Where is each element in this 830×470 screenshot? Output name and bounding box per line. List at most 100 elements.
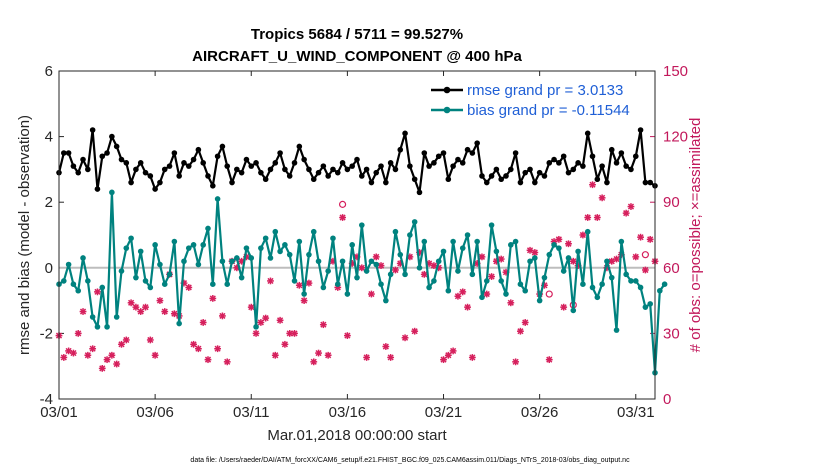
y-tick-label: -2 [40, 325, 53, 342]
obs-assimilated-point [478, 253, 486, 261]
obs-assimilated-point [79, 308, 87, 315]
bias-point [546, 251, 553, 258]
bias-point [407, 232, 413, 238]
y-tick-label: 2 [45, 194, 53, 211]
obs-assimilated-point [613, 255, 620, 263]
bias-point [359, 222, 365, 228]
obs-assimilated-point [74, 330, 82, 337]
rmse-point [195, 146, 202, 153]
rmse-point [503, 173, 509, 179]
obs-assimilated-point [281, 340, 289, 348]
rmse-point [397, 146, 404, 153]
obs-assimilated-point [194, 345, 202, 353]
bias-point [282, 242, 288, 248]
bias-point [512, 238, 519, 245]
bias-point [483, 278, 490, 284]
y2-tick-label: 0 [663, 391, 671, 408]
y-tick-label: 0 [45, 260, 53, 277]
obs-assimilated-point [593, 214, 601, 221]
x-tick-label: 03/26 [521, 404, 559, 421]
rmse-point [618, 150, 625, 156]
rmse-point [383, 179, 389, 186]
rmse-point [89, 127, 96, 133]
obs-assimilated-point [319, 321, 327, 329]
rmse-point [65, 150, 72, 156]
x-tick-label: 03/31 [617, 404, 655, 421]
rmse-point [556, 160, 562, 166]
bias-point [565, 255, 572, 261]
bias-point [325, 268, 331, 274]
rmse-point [325, 173, 331, 179]
bias-point [618, 238, 625, 245]
rmse-point [560, 153, 567, 160]
obs-assimilated-point [440, 356, 447, 364]
rmse-point [190, 156, 197, 163]
obs-assimilated-point [146, 336, 154, 344]
bias-point [85, 278, 91, 284]
bias-point [517, 281, 524, 288]
bias-point [435, 258, 442, 265]
obs-assimilated-point [185, 284, 193, 291]
bias-point [253, 324, 259, 330]
bias-point [185, 245, 192, 251]
rmse-point [402, 130, 408, 137]
rmse-point [80, 156, 86, 163]
rmse-point [608, 146, 615, 153]
bias-point [291, 278, 298, 284]
rmse-point [234, 166, 240, 173]
rmse-point [411, 176, 418, 183]
rmse-point [99, 153, 106, 160]
obs-assimilated-point [339, 214, 346, 221]
rmse-point [407, 163, 413, 169]
rmse-point [176, 173, 182, 179]
legend-bias-label: bias grand pr = -0.11544 [467, 102, 630, 119]
obs-assimilated-point [468, 354, 476, 361]
obs-assimilated-point [372, 253, 380, 261]
rmse-series [56, 127, 658, 196]
bias-point [258, 245, 264, 251]
obs-assimilated-point [103, 356, 111, 364]
rmse-point [171, 150, 178, 156]
bias-point [575, 248, 581, 255]
bias-point [320, 284, 327, 291]
rmse-point [185, 163, 192, 169]
obs-assimilated-point [199, 319, 207, 326]
bias-point [229, 258, 235, 265]
obs-assimilated-point [444, 351, 452, 359]
obs-assimilated-point [598, 194, 606, 202]
bias-point [296, 238, 303, 245]
rmse-point [123, 160, 130, 166]
rmse-point [248, 163, 255, 169]
obs-assimilated-point [190, 340, 197, 348]
bias-point [152, 242, 158, 248]
rmse-point [431, 160, 437, 166]
bias-point [99, 284, 106, 291]
rmse-point [527, 166, 533, 173]
bias-point [632, 278, 639, 284]
obs-assimilated-point [584, 214, 592, 221]
bias-point [123, 245, 130, 251]
rmse-point [258, 169, 264, 176]
rmse-point [508, 166, 514, 173]
obs-possible-point [545, 290, 553, 298]
obs-assimilated-point [512, 358, 520, 366]
obs-assimilated-point [113, 360, 121, 368]
bias-point [368, 258, 375, 265]
rmse-point [455, 156, 461, 163]
rmse-point [243, 156, 250, 163]
rmse-point [267, 166, 274, 173]
obs-assimilated-point [411, 327, 419, 335]
rmse-point [104, 150, 110, 156]
rmse-point [137, 160, 144, 166]
rmse-point [613, 160, 620, 166]
bias-point [642, 304, 649, 310]
bias-point [306, 251, 312, 258]
rmse-point [392, 166, 399, 173]
rmse-point [632, 153, 639, 160]
obs-assimilated-point [464, 303, 471, 311]
obs-assimilated-point [214, 345, 222, 353]
obs-assimilated-point [156, 297, 164, 304]
bias-point [128, 235, 134, 242]
rmse-point [589, 153, 596, 160]
